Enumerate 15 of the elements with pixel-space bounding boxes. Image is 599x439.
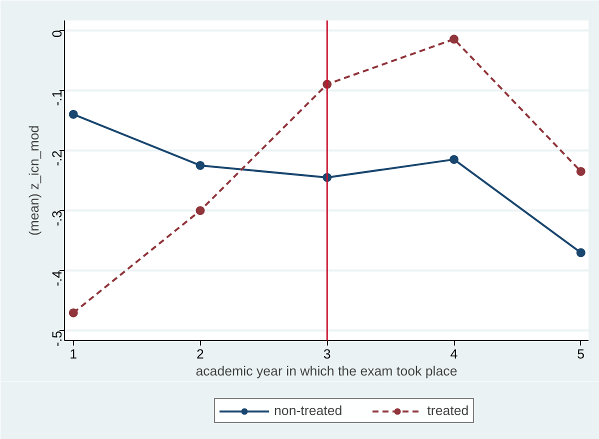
- x-tick-label: 2: [196, 346, 204, 362]
- x-axis-title: academic year in which the exam took place: [196, 364, 458, 378]
- y-tick-label: -.4: [50, 270, 64, 286]
- x-tick-label: 1: [70, 346, 78, 362]
- x-tick-label: 4: [450, 346, 458, 362]
- y-tick-label: -.1: [50, 90, 64, 106]
- y-tick-label: -.5: [50, 330, 64, 346]
- y-tick-label: 0: [50, 30, 64, 38]
- legend-label: non-treated: [274, 403, 342, 418]
- y-tick-label: -.2: [50, 150, 64, 166]
- x-tick-label: 5: [577, 346, 585, 362]
- y-axis-title: (mean) z_icn_mod: [26, 125, 42, 236]
- legend-label: treated: [427, 403, 469, 418]
- x-tick-label: 3: [323, 346, 331, 362]
- y-tick-label: -.3: [50, 210, 64, 226]
